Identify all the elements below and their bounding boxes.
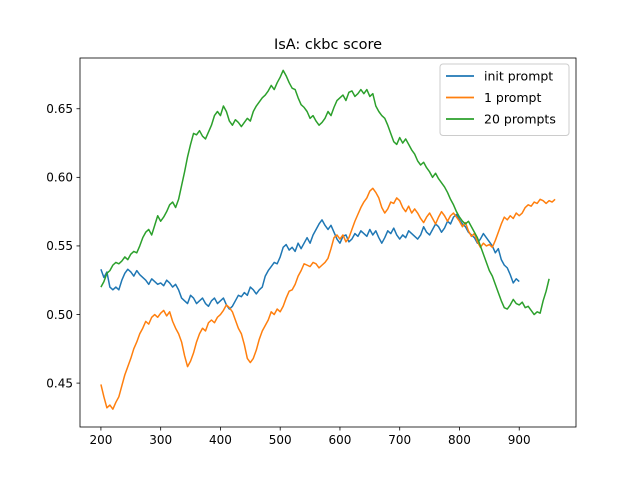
x-tick-label: 700 — [388, 433, 411, 447]
x-tick-label: 800 — [448, 433, 471, 447]
chart-title: IsA: ckbc score — [274, 37, 382, 53]
x-tick-label: 600 — [328, 433, 351, 447]
series-line-3 — [100, 69, 550, 316]
y-tick-label: 0.60 — [46, 171, 73, 185]
x-tick-label: 200 — [89, 433, 112, 447]
x-tick-label: 300 — [149, 433, 172, 447]
legend: init prompt 1 prompt 20 prompts — [439, 63, 570, 136]
x-tick-label: 400 — [209, 433, 232, 447]
x-tick-label: 500 — [269, 433, 292, 447]
y-tick-label: 0.45 — [46, 376, 73, 390]
y-tick-label: 0.50 — [46, 308, 73, 322]
series-line-1 — [100, 213, 520, 310]
legend-label-3: 20 prompts — [484, 112, 556, 127]
plot-frame — [79, 57, 577, 428]
series-line-2 — [100, 187, 556, 410]
x-tick-label: 900 — [508, 433, 531, 447]
legend-label-1: init prompt — [484, 69, 553, 84]
axes-layer: 200 300 400 500 600 700 800 900 0.45 0.50 0.55 0.60… — [46, 57, 577, 447]
y-tick-label: 0.55 — [46, 239, 73, 253]
legend-box — [439, 63, 570, 136]
legend-label-2: 1 prompt — [484, 90, 541, 105]
y-tick-label: 0.65 — [46, 102, 73, 116]
series-layer — [100, 69, 556, 410]
